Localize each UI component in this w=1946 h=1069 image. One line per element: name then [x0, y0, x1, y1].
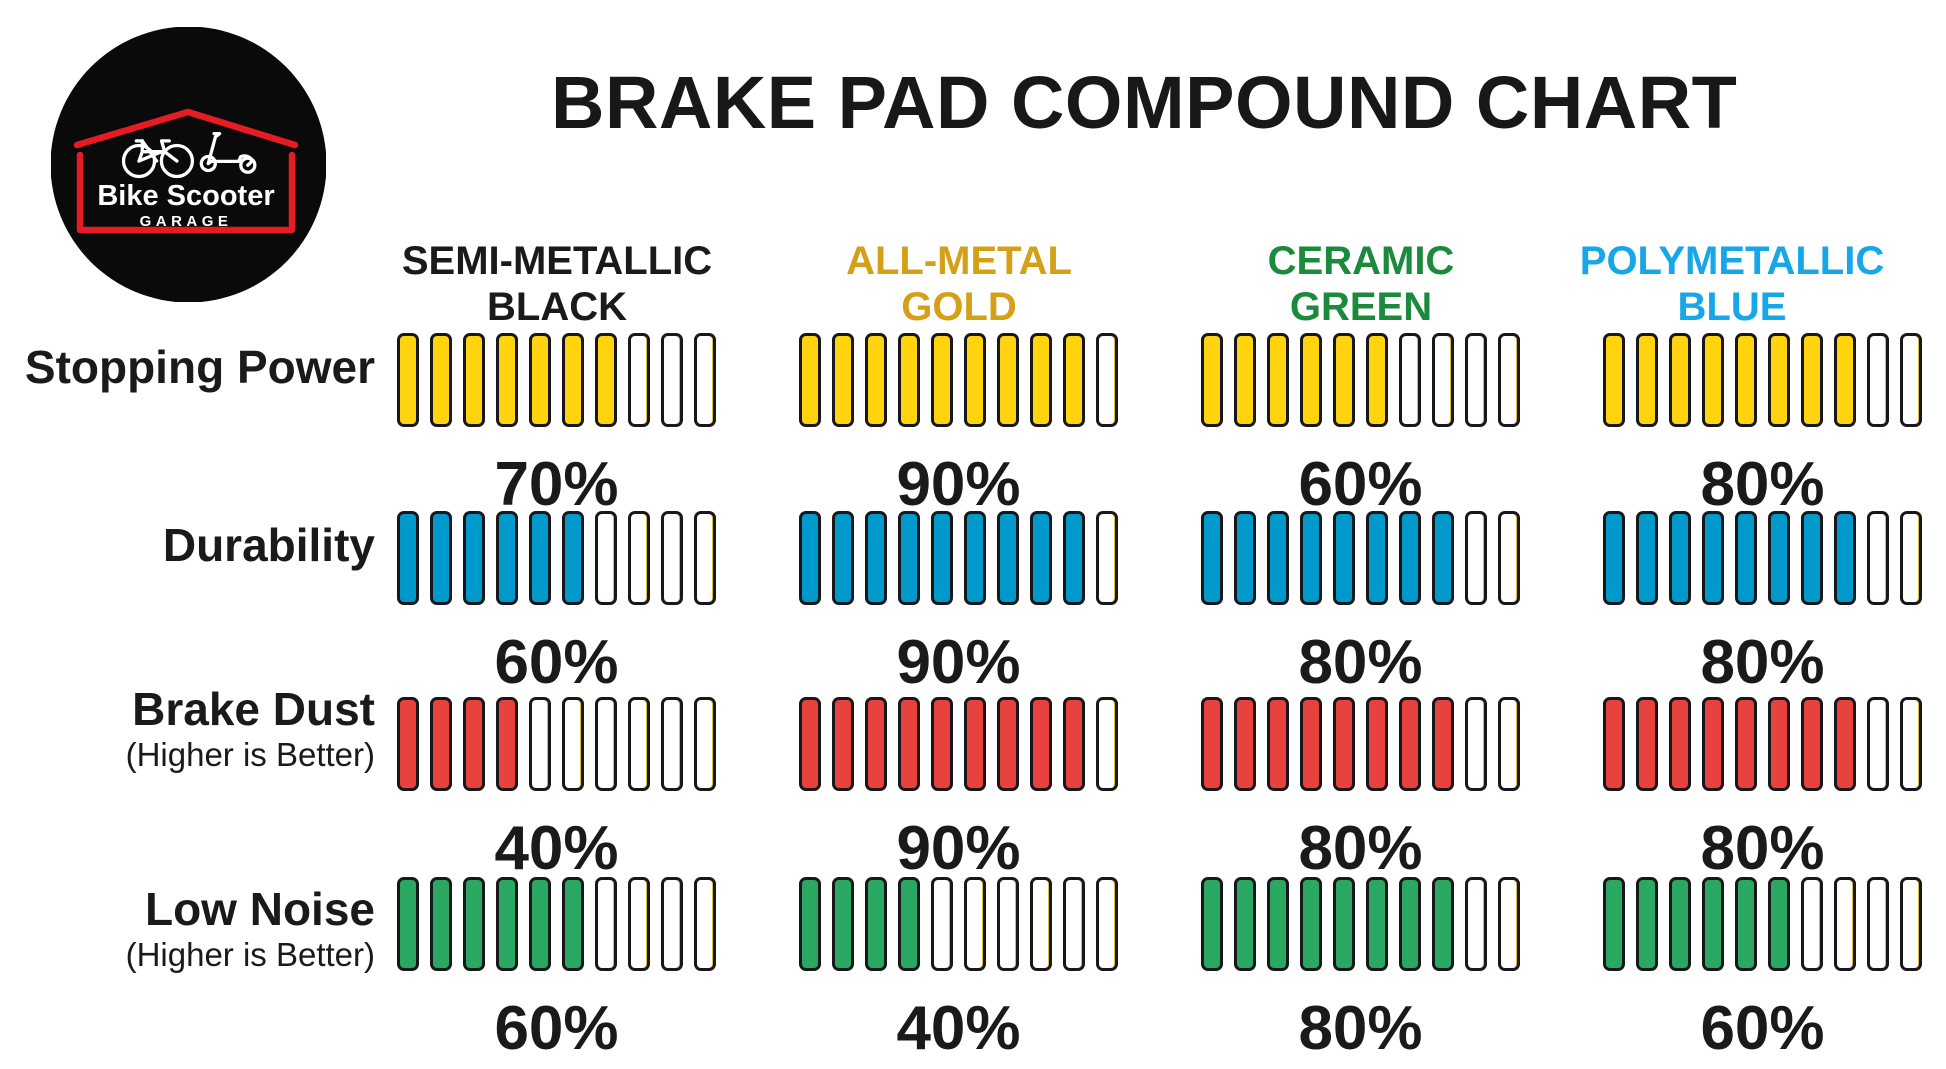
- svg-text:Bike Scooter: Bike Scooter: [97, 180, 274, 212]
- svg-text:GARAGE: GARAGE: [140, 213, 233, 230]
